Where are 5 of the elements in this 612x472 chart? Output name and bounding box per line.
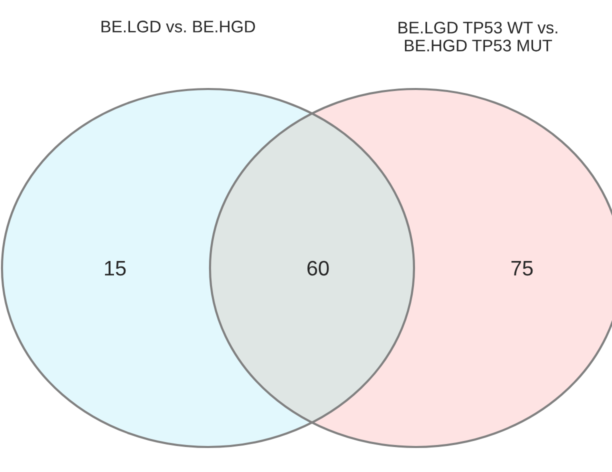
text: BE.LGD vs. BE.HGD — [102, 20, 255, 32]
data-label: 15 — [105, 261, 126, 276]
text: BE.LGD TP53 WT vs. BE.HGD TP53 MUT — [398, 22, 558, 52]
data-label: 75 — [511, 261, 533, 276]
data-label: 60 — [307, 260, 329, 276]
